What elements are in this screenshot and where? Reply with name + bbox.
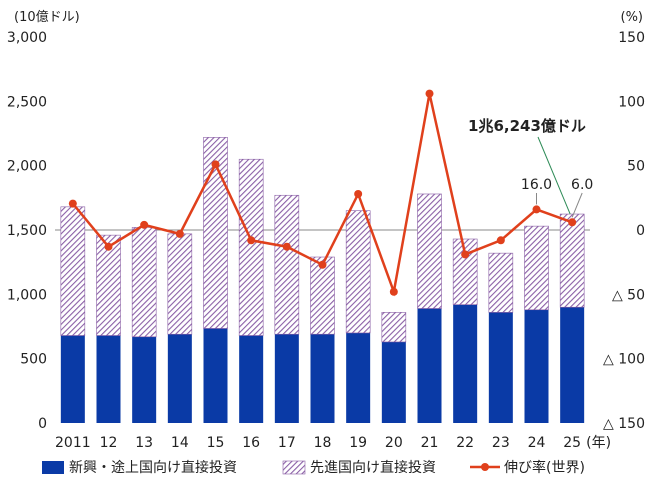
growth-point bbox=[247, 236, 256, 245]
growth-point bbox=[175, 229, 184, 238]
growth-point bbox=[354, 189, 363, 198]
bar-advanced bbox=[381, 312, 407, 343]
growth-point bbox=[568, 218, 577, 227]
growth-point bbox=[425, 89, 434, 98]
x-tick-label: 24 bbox=[528, 435, 546, 451]
legend-label-advanced: 先進国向け直接投資 bbox=[310, 459, 436, 476]
left-tick-label: 0 bbox=[38, 416, 47, 432]
bar-emerging bbox=[132, 336, 157, 423]
left-tick-label: 2,000 bbox=[7, 159, 47, 175]
growth-point bbox=[211, 160, 220, 169]
x-tick-label: 17 bbox=[278, 435, 296, 451]
x-tick-label: 22 bbox=[456, 435, 474, 451]
right-tick-label: 0 bbox=[636, 223, 645, 239]
growth-point bbox=[68, 199, 77, 208]
growth-line bbox=[68, 89, 577, 297]
x-tick-label: 12 bbox=[100, 435, 118, 451]
bar-emerging bbox=[488, 312, 513, 423]
bar-advanced bbox=[524, 225, 549, 311]
legend-marker-growth bbox=[481, 463, 489, 471]
legend-label-emerging: 新興・途上国向け直接投資 bbox=[69, 459, 237, 476]
x-tick-label: 21 bbox=[421, 435, 439, 451]
bar-advanced bbox=[417, 193, 442, 309]
growth-data-label: 6.0 bbox=[571, 177, 593, 193]
left-tick-label: 500 bbox=[20, 352, 47, 368]
growth-point bbox=[104, 242, 113, 251]
bar-advanced bbox=[310, 256, 335, 335]
x-tick-label: 18 bbox=[314, 435, 332, 451]
bar-emerging bbox=[524, 309, 549, 423]
bar-emerging bbox=[560, 307, 585, 423]
legend-label-growth: 伸び率(世界) bbox=[504, 459, 585, 476]
bar-advanced bbox=[238, 158, 264, 336]
x-tick-label: 14 bbox=[171, 435, 189, 451]
chart-text: 05001,0001,5002,0002,5003,000(10億ドル)1501… bbox=[7, 9, 645, 451]
right-tick-label: △ 50 bbox=[612, 287, 645, 303]
right-axis-unit: (%) bbox=[621, 10, 644, 25]
growth-data-label: 16.0 bbox=[521, 177, 552, 193]
legend-swatch-emerging bbox=[42, 461, 64, 474]
bar-advanced bbox=[167, 233, 193, 335]
x-tick-label: 20 bbox=[385, 435, 403, 451]
bar-advanced bbox=[203, 137, 228, 329]
x-tick-label: 13 bbox=[135, 435, 153, 451]
bar-emerging bbox=[203, 328, 228, 423]
data-label-leader bbox=[571, 192, 583, 218]
x-tick-label: 19 bbox=[349, 435, 367, 451]
growth-point bbox=[389, 287, 398, 296]
bar-emerging bbox=[417, 308, 442, 423]
x-tick-label: 25 bbox=[563, 435, 581, 451]
legend-swatch-advanced bbox=[282, 460, 306, 475]
right-tick-label: 50 bbox=[627, 159, 645, 175]
bar-advanced bbox=[274, 194, 300, 335]
bars bbox=[60, 137, 585, 423]
left-axis-unit: (10億ドル) bbox=[14, 9, 80, 25]
left-tick-label: 1,000 bbox=[7, 287, 47, 303]
bar-advanced bbox=[60, 206, 86, 336]
growth-point bbox=[532, 205, 541, 214]
bar-advanced bbox=[488, 252, 514, 313]
bar-emerging bbox=[167, 334, 192, 423]
x-tick-label: 23 bbox=[492, 435, 510, 451]
bar-emerging bbox=[453, 304, 478, 423]
bar-emerging bbox=[346, 332, 371, 423]
left-tick-label: 1,500 bbox=[7, 223, 47, 239]
growth-point bbox=[282, 242, 291, 251]
bar-emerging bbox=[274, 334, 299, 423]
left-tick-label: 3,000 bbox=[7, 30, 47, 46]
growth-point bbox=[318, 260, 327, 269]
bar-emerging bbox=[381, 341, 406, 423]
bar-advanced bbox=[559, 213, 585, 308]
right-tick-label: 150 bbox=[618, 30, 645, 46]
bar-emerging bbox=[96, 335, 121, 423]
x-tick-label: 15 bbox=[207, 435, 225, 451]
x-tick-label: 2011 bbox=[55, 435, 91, 451]
growth-point bbox=[461, 250, 470, 259]
total-annotation: 1兆6,243億ドル bbox=[468, 117, 586, 135]
right-tick-label: △ 100 bbox=[603, 352, 645, 368]
growth-point bbox=[140, 220, 149, 229]
annotation-leader bbox=[537, 136, 571, 215]
x-axis-unit: (年) bbox=[586, 435, 611, 451]
bar-advanced bbox=[131, 227, 157, 338]
bar-advanced bbox=[96, 234, 121, 336]
bar-emerging bbox=[239, 335, 264, 423]
bar-advanced bbox=[345, 210, 371, 334]
right-tick-label: 100 bbox=[618, 94, 645, 110]
x-tick-label: 16 bbox=[242, 435, 260, 451]
right-tick-label: △ 150 bbox=[603, 416, 645, 432]
bar-emerging bbox=[310, 334, 335, 423]
bar-emerging bbox=[60, 335, 85, 423]
legend: 新興・途上国向け直接投資 先進国向け直接投資 伸び率(世界) bbox=[42, 459, 585, 476]
growth-point bbox=[496, 236, 505, 245]
left-tick-label: 2,500 bbox=[7, 94, 47, 110]
